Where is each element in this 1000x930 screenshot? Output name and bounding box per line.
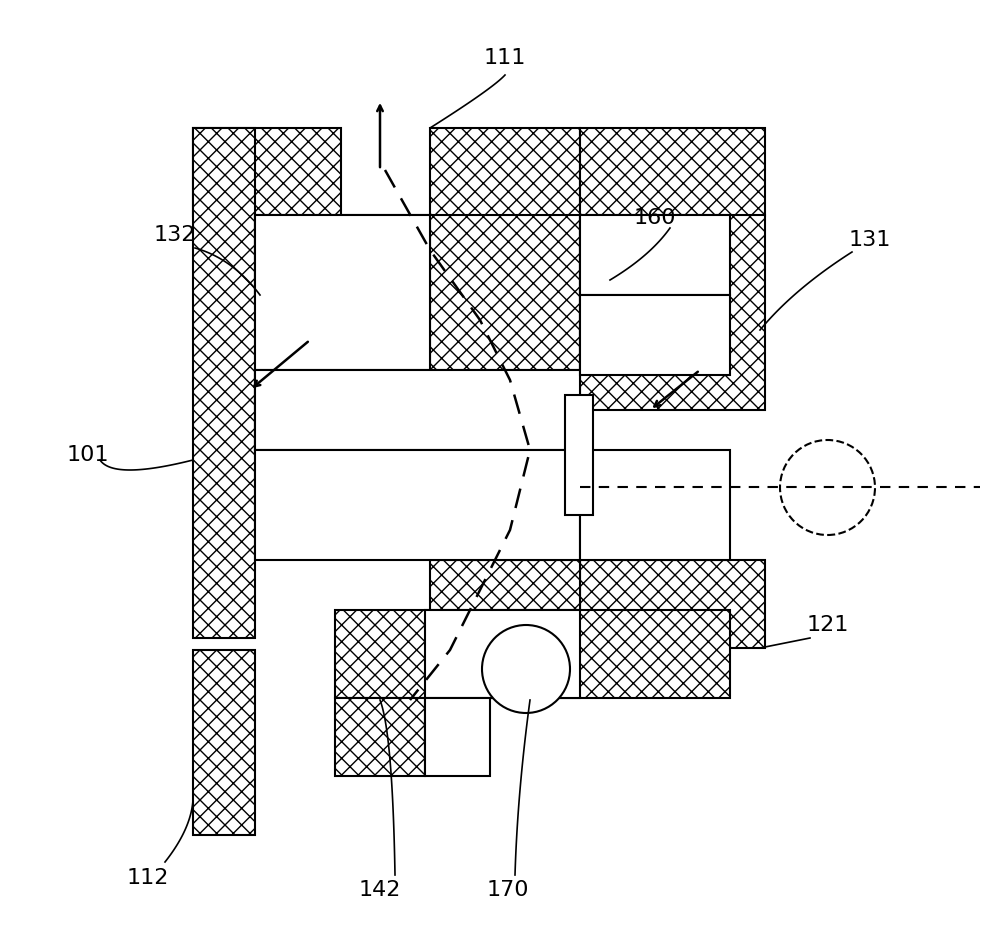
Bar xyxy=(430,215,580,370)
Text: 112: 112 xyxy=(127,868,169,888)
Text: 132: 132 xyxy=(154,225,196,245)
Text: 131: 131 xyxy=(849,230,891,250)
Bar xyxy=(255,450,580,560)
Text: 160: 160 xyxy=(634,208,676,228)
Bar xyxy=(580,560,765,648)
Text: 111: 111 xyxy=(484,48,526,68)
Bar xyxy=(425,698,490,776)
Bar xyxy=(580,295,730,375)
Bar xyxy=(193,650,255,835)
Text: 121: 121 xyxy=(807,615,849,635)
Bar xyxy=(580,215,765,410)
Bar xyxy=(425,610,580,698)
Bar xyxy=(430,560,580,648)
Bar xyxy=(193,128,255,638)
Bar xyxy=(255,215,430,370)
Bar xyxy=(580,128,765,216)
Bar xyxy=(565,395,593,515)
Bar xyxy=(580,450,730,560)
Bar xyxy=(255,370,430,448)
Bar xyxy=(430,128,580,216)
Text: 170: 170 xyxy=(487,880,529,900)
Bar xyxy=(335,698,425,776)
Bar xyxy=(580,215,730,295)
Circle shape xyxy=(482,625,570,713)
Bar xyxy=(335,610,730,698)
Text: 101: 101 xyxy=(67,445,109,465)
Bar xyxy=(255,370,580,450)
Bar xyxy=(255,215,430,295)
Bar xyxy=(193,128,341,216)
Text: 142: 142 xyxy=(359,880,401,900)
